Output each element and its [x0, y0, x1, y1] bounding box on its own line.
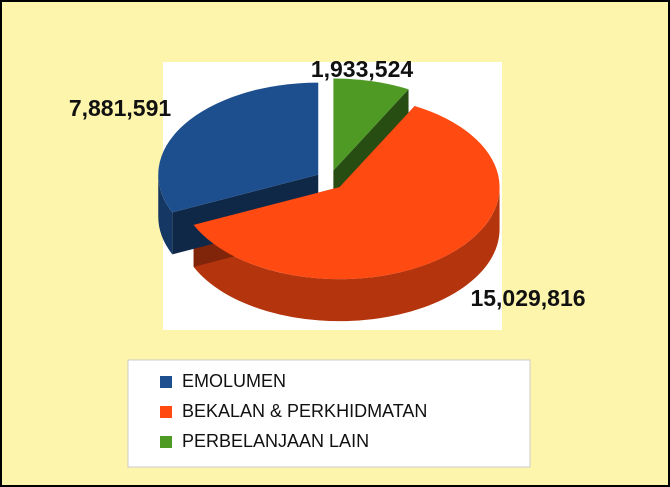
legend-swatch [160, 406, 172, 418]
legend-label: EMOLUMEN [182, 371, 286, 391]
slice-side [158, 174, 173, 255]
slice-side [193, 187, 500, 322]
data-label: 1,933,524 [311, 56, 414, 82]
legend-label: PERBELANJAAN LAIN [182, 431, 369, 451]
legend-label: BEKALAN & PERKHIDMATAN [182, 401, 427, 421]
legend-swatch [160, 436, 172, 448]
slice [158, 82, 319, 213]
slice [193, 105, 500, 280]
slice [333, 78, 409, 171]
data-label: 7,881,591 [69, 95, 172, 121]
legend-swatch [160, 376, 172, 388]
legend [127, 359, 531, 468]
data-label: 15,029,816 [470, 285, 585, 311]
